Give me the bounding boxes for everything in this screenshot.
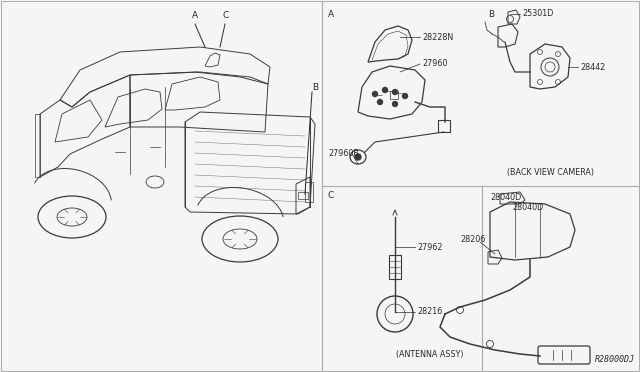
Text: R28000DJ: R28000DJ xyxy=(595,355,635,364)
Text: 28040D: 28040D xyxy=(512,202,543,212)
Text: 28216: 28216 xyxy=(417,308,442,317)
Bar xyxy=(390,91,398,99)
Bar xyxy=(389,255,401,279)
Text: B: B xyxy=(488,10,494,19)
Text: C: C xyxy=(328,191,334,200)
Text: A: A xyxy=(328,10,334,19)
Circle shape xyxy=(392,102,397,106)
Text: B: B xyxy=(312,83,318,93)
Circle shape xyxy=(372,92,378,96)
Bar xyxy=(298,192,308,199)
Text: C: C xyxy=(223,11,229,20)
Text: 28206: 28206 xyxy=(460,234,485,244)
Circle shape xyxy=(378,99,383,105)
Text: A: A xyxy=(192,11,198,20)
Circle shape xyxy=(355,154,361,160)
Circle shape xyxy=(392,90,397,94)
Text: 28040D: 28040D xyxy=(490,193,521,202)
Text: 27960B: 27960B xyxy=(328,150,359,158)
Text: 25301D: 25301D xyxy=(522,10,554,19)
Bar xyxy=(305,182,313,202)
Circle shape xyxy=(403,93,408,99)
Text: (ANTENNA ASSY): (ANTENNA ASSY) xyxy=(396,350,464,359)
Text: 28442: 28442 xyxy=(580,62,605,71)
Circle shape xyxy=(383,87,387,93)
Text: 28228N: 28228N xyxy=(422,32,453,42)
Text: 27960: 27960 xyxy=(422,60,447,68)
Text: (BACK VIEW CAMERA): (BACK VIEW CAMERA) xyxy=(507,167,594,176)
Text: 27962: 27962 xyxy=(417,243,442,251)
